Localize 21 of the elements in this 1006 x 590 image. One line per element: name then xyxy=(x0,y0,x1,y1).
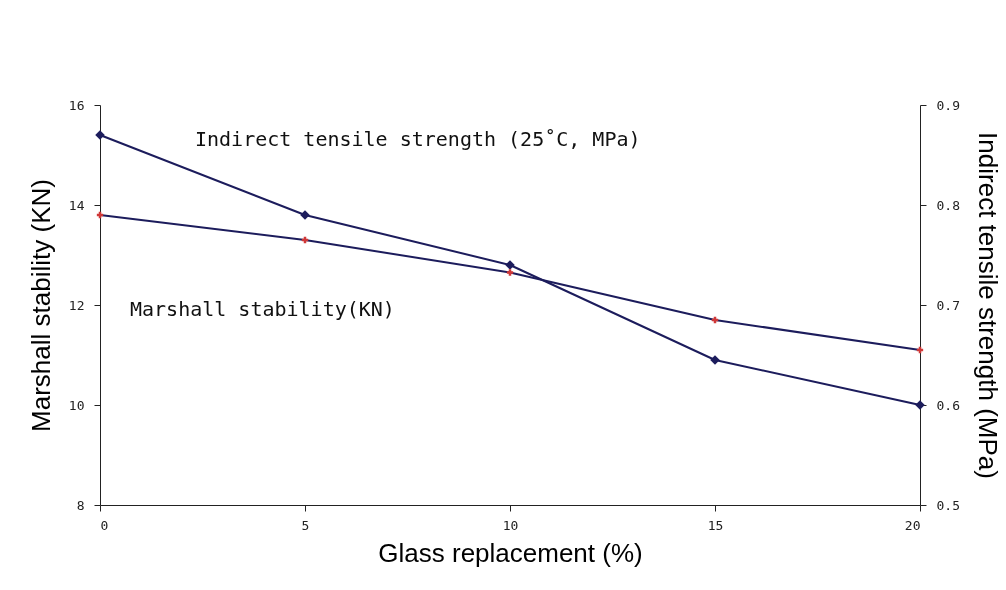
x-tick-label: 5 xyxy=(301,517,310,533)
x-axis-title: Glass replacement (%) xyxy=(378,537,643,568)
point xyxy=(506,269,514,276)
y2-tick-label: 0.7 xyxy=(936,297,960,313)
text: Marshall stability(KN) xyxy=(130,297,395,321)
y-tick-label: 10 xyxy=(68,397,85,413)
y2-tick-label: 0.9 xyxy=(936,97,960,113)
x-tick-label: 0 xyxy=(100,517,109,533)
y2-tick-label: 0.8 xyxy=(936,197,960,213)
y2-tick-label: 0.5 xyxy=(936,497,960,513)
y2-axis-title: Indirect tensile strength (MPa) xyxy=(972,132,1003,479)
y-tick-label: 14 xyxy=(68,197,85,213)
x-tick-label: 10 xyxy=(502,517,519,533)
y-tick-label: 16 xyxy=(68,97,85,113)
series-label: Indirect tensile strength (25˚C, MPa) xyxy=(195,127,641,151)
x-tick-label: 20 xyxy=(904,517,921,533)
y-tick-label: 12 xyxy=(68,297,85,313)
x-tick-label: 15 xyxy=(707,517,724,533)
y2-tick-label: 0.6 xyxy=(936,397,960,413)
y-axis-title: Marshall stability (KN) xyxy=(25,179,56,432)
y-tick-label: 8 xyxy=(76,497,85,513)
